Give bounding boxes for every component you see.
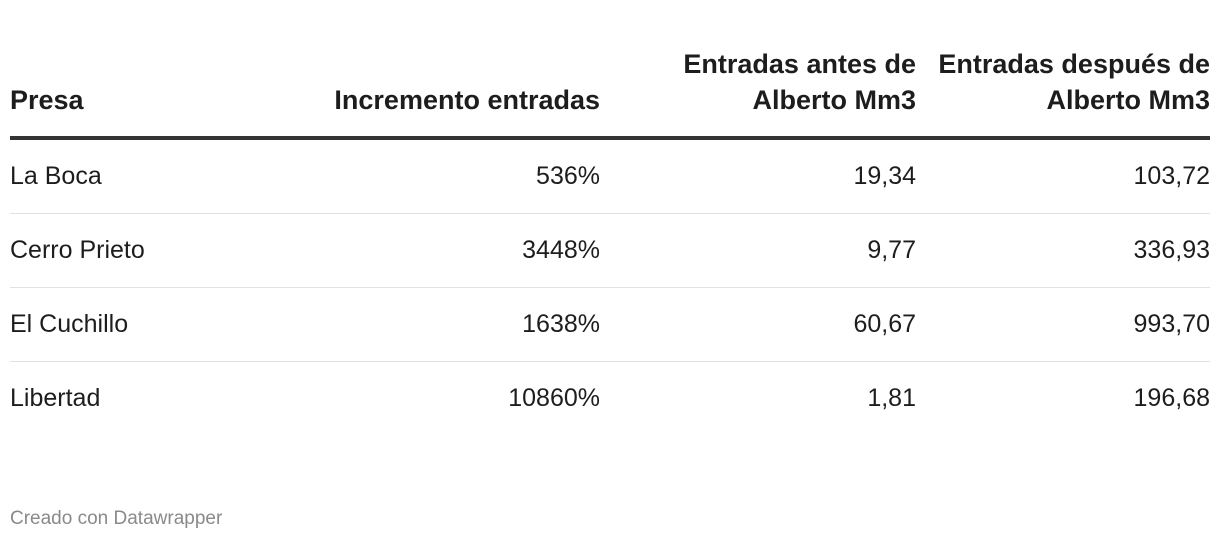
cell-incremento: 10860% — [508, 384, 600, 412]
column-header-entradas-despues[interactable]: Entradas después de Alberto Mm3 — [916, 46, 1210, 140]
cell-presa: Cerro Prieto — [10, 213, 280, 288]
datawrapper-credit[interactable]: Creado con Datawrapper — [10, 508, 223, 529]
cell-despues: 336,93 — [916, 213, 1210, 288]
cell-incremento: 1638% — [280, 287, 600, 362]
table-header: Presa Incremento entradas Entradas antes… — [10, 46, 1210, 140]
cell-antes: 9,77 — [600, 213, 916, 288]
column-header-entradas-antes[interactable]: Entradas antes de Alberto Mm3 — [600, 46, 916, 140]
column-header-presa[interactable]: Presa — [10, 46, 280, 140]
cell-presa: La Boca — [10, 138, 280, 214]
table-row: Cerro Prieto 3448% 9,77 336,93 — [10, 213, 1210, 288]
data-table: Presa Incremento entradas Entradas antes… — [10, 46, 1210, 435]
header-row: Presa Incremento entradas Entradas antes… — [10, 46, 1210, 140]
data-table-container: Presa Incremento entradas Entradas antes… — [10, 46, 1210, 435]
cell-antes: 60,67 — [600, 287, 916, 362]
cell-antes: 1,81 — [867, 384, 916, 412]
cell-antes: 19,34 — [600, 138, 916, 214]
cell-despues: 993,70 — [916, 287, 1210, 362]
cell-incremento: 536% — [280, 138, 600, 214]
cell-presa: El Cuchillo — [10, 287, 280, 362]
cell-despues: 196,68 — [1133, 384, 1210, 412]
cell-despues: 103,72 — [916, 138, 1210, 214]
cell-incremento: 3448% — [280, 213, 600, 288]
table-row: El Cuchillo 1638% 60,67 993,70 — [10, 287, 1210, 362]
table-body: La Boca 536% 19,34 103,72 Cerro Prieto 3… — [10, 138, 1210, 435]
column-header-incremento-entradas[interactable]: Incremento entradas — [280, 46, 600, 140]
table-row: Libertad 10860% 1,81 196,68 — [10, 362, 1210, 436]
table-row: La Boca 536% 19,34 103,72 — [10, 138, 1210, 214]
cell-presa: Libertad — [10, 384, 101, 412]
